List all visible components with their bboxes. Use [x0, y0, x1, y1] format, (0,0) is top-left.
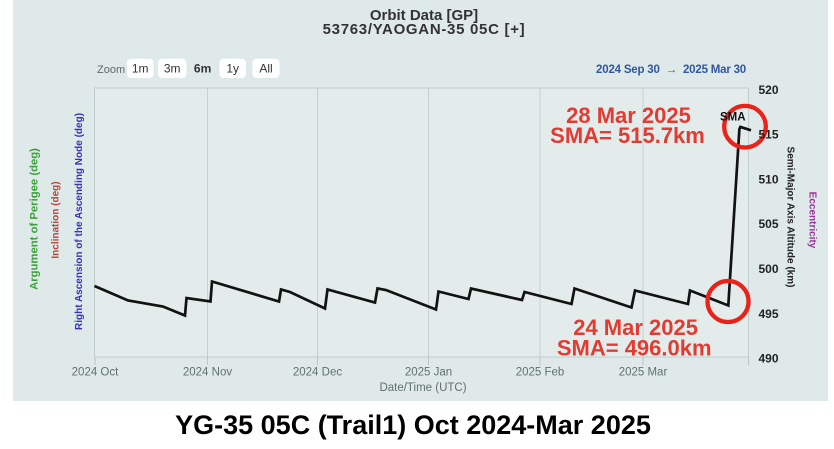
- svg-text:495: 495: [759, 307, 779, 321]
- svg-text:SMA= 496.0km: SMA= 496.0km: [557, 335, 712, 360]
- svg-text:Argument of Perigee (deg): Argument of Perigee (deg): [29, 148, 41, 290]
- svg-text:505: 505: [759, 217, 779, 231]
- svg-text:6m: 6m: [194, 62, 211, 76]
- svg-text:2024 Sep 30 → 2025 Mar 30: 2024 Sep 30 → 2025 Mar 30: [596, 64, 746, 76]
- svg-text:1m: 1m: [132, 62, 149, 76]
- svg-text:Date/Time (UTC): Date/Time (UTC): [379, 382, 466, 394]
- svg-text:2025 Mar: 2025 Mar: [619, 367, 668, 379]
- svg-text:SMA= 515.7km: SMA= 515.7km: [550, 123, 705, 148]
- svg-text:2025 Feb: 2025 Feb: [516, 367, 565, 379]
- svg-text:2024 Oct: 2024 Oct: [72, 367, 119, 379]
- svg-text:Orbit Data [GP]: Orbit Data [GP]: [370, 7, 478, 24]
- svg-text:520: 520: [759, 83, 779, 97]
- svg-text:53763/YAOGAN-35 05C [+]: 53763/YAOGAN-35 05C [+]: [323, 21, 526, 38]
- svg-text:2024 Nov: 2024 Nov: [183, 367, 232, 379]
- svg-text:515: 515: [759, 128, 779, 142]
- svg-text:490: 490: [759, 351, 779, 365]
- svg-text:1y: 1y: [226, 62, 239, 76]
- svg-text:Inclination (deg): Inclination (deg): [51, 181, 62, 258]
- svg-text:2024 Dec: 2024 Dec: [293, 367, 342, 379]
- svg-text:Right Ascension of the Ascendi: Right Ascension of the Ascending Node (d…: [74, 113, 85, 330]
- svg-text:28 Mar 2025: 28 Mar 2025: [566, 103, 691, 128]
- svg-text:24 Mar 2025: 24 Mar 2025: [573, 315, 698, 340]
- svg-text:Eccentricity: Eccentricity: [806, 192, 817, 249]
- svg-text:510: 510: [759, 172, 779, 186]
- svg-text:All: All: [259, 62, 272, 76]
- svg-text:SMA: SMA: [720, 112, 746, 124]
- svg-text:2025 Jan: 2025 Jan: [405, 367, 452, 379]
- svg-text:Semi-Major Axis Altitude (km): Semi-Major Axis Altitude (km): [784, 147, 795, 288]
- svg-text:Zoom: Zoom: [97, 64, 125, 76]
- svg-text:500: 500: [759, 262, 779, 276]
- svg-text:3m: 3m: [164, 62, 181, 76]
